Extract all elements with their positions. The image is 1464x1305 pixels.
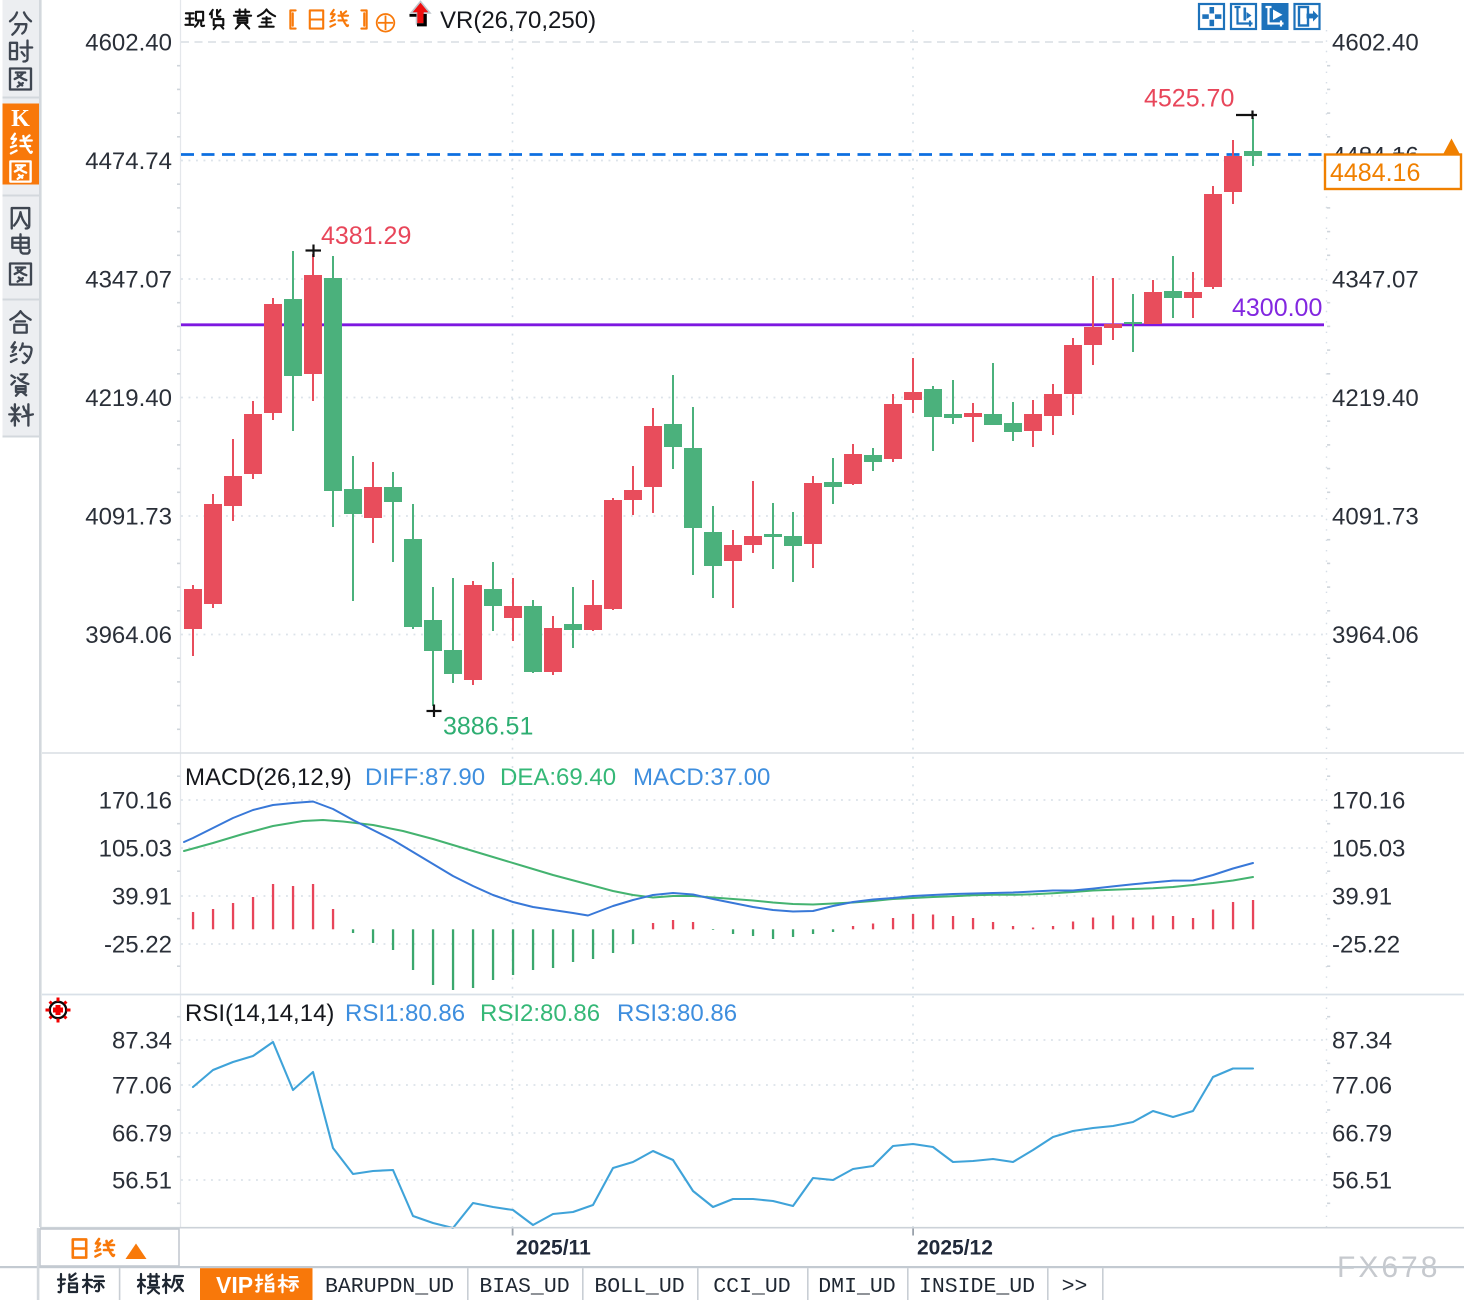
- svg-text:DIFF:87.90: DIFF:87.90: [365, 764, 485, 791]
- svg-text:2025/11: 2025/11: [516, 1237, 591, 1260]
- svg-text:DEA:69.40: DEA:69.40: [500, 764, 616, 791]
- svg-text:4300.00: 4300.00: [1232, 294, 1322, 322]
- svg-text:K: K: [11, 106, 30, 132]
- svg-text:BOLL_UD: BOLL_UD: [594, 1275, 684, 1299]
- svg-text:77.06: 77.06: [112, 1073, 172, 1100]
- svg-text:-25.22: -25.22: [104, 932, 172, 959]
- svg-text:2025/12: 2025/12: [917, 1237, 993, 1260]
- svg-text:RSI2:80.86: RSI2:80.86: [480, 1000, 600, 1027]
- svg-text:66.79: 66.79: [1332, 1121, 1392, 1148]
- svg-text:4602.40: 4602.40: [1332, 30, 1419, 57]
- svg-text:170.16: 170.16: [99, 788, 172, 815]
- svg-text:105.03: 105.03: [99, 836, 172, 863]
- svg-text:4484.16: 4484.16: [1330, 159, 1420, 187]
- svg-text:3964.06: 3964.06: [1332, 622, 1419, 649]
- svg-text:66.79: 66.79: [112, 1121, 172, 1148]
- svg-text:BIAS_UD: BIAS_UD: [479, 1275, 569, 1299]
- svg-text:RSI1:80.86: RSI1:80.86: [345, 1000, 465, 1027]
- svg-text:4091.73: 4091.73: [85, 504, 172, 531]
- svg-text:MACD:37.00: MACD:37.00: [633, 764, 770, 791]
- svg-text:4525.70: 4525.70: [1144, 85, 1234, 113]
- svg-text:4347.07: 4347.07: [1332, 267, 1419, 294]
- svg-text:4347.07: 4347.07: [85, 267, 172, 294]
- svg-text:39.91: 39.91: [1332, 884, 1392, 911]
- svg-text:VR(26,70,250): VR(26,70,250): [440, 7, 596, 34]
- svg-text:MACD(26,12,9): MACD(26,12,9): [185, 764, 352, 791]
- svg-text:77.06: 77.06: [1332, 1073, 1392, 1100]
- svg-text:56.51: 56.51: [112, 1168, 172, 1195]
- svg-text:VIP: VIP: [216, 1272, 253, 1298]
- svg-text:>>: >>: [1062, 1275, 1088, 1299]
- svg-text:87.34: 87.34: [112, 1028, 172, 1055]
- svg-text:170.16: 170.16: [1332, 788, 1405, 815]
- svg-text:INSIDE_UD: INSIDE_UD: [919, 1275, 1035, 1299]
- svg-text:CCI_UD: CCI_UD: [713, 1275, 790, 1299]
- svg-text:4381.29: 4381.29: [321, 222, 411, 250]
- svg-text:RSI(14,14,14): RSI(14,14,14): [185, 1000, 334, 1027]
- svg-text:BARUPDN_UD: BARUPDN_UD: [325, 1275, 454, 1299]
- svg-text:4474.74: 4474.74: [85, 148, 172, 175]
- svg-text:3964.06: 3964.06: [85, 622, 172, 649]
- svg-text:RSI3:80.86: RSI3:80.86: [617, 1000, 737, 1027]
- svg-text:4602.40: 4602.40: [85, 30, 172, 57]
- svg-text:4091.73: 4091.73: [1332, 504, 1419, 531]
- svg-text:56.51: 56.51: [1332, 1168, 1392, 1195]
- svg-text:4219.40: 4219.40: [85, 385, 172, 412]
- svg-text:87.34: 87.34: [1332, 1028, 1392, 1055]
- svg-text:DMI_UD: DMI_UD: [818, 1275, 895, 1299]
- svg-text:4219.40: 4219.40: [1332, 385, 1419, 412]
- svg-text:105.03: 105.03: [1332, 836, 1405, 863]
- svg-text:-25.22: -25.22: [1332, 932, 1400, 959]
- svg-text:39.91: 39.91: [112, 884, 172, 911]
- svg-text:3886.51: 3886.51: [443, 713, 533, 741]
